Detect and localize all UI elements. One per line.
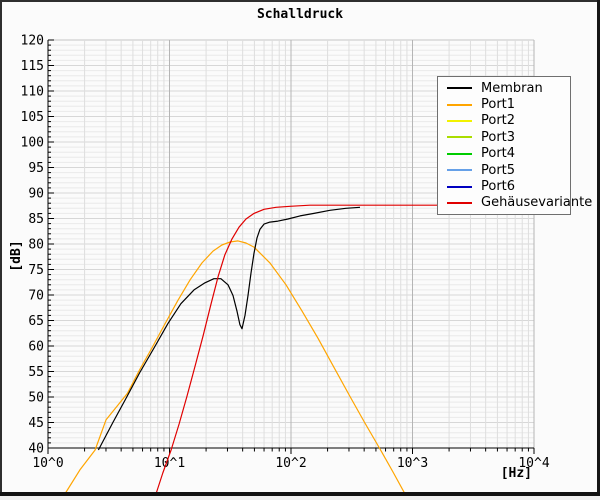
y-tick-label: 95 — [28, 161, 44, 176]
legend-item-membran: Membran — [438, 80, 570, 96]
window-border-top — [0, 0, 600, 2]
legend-label: Port1 — [481, 97, 516, 113]
legend-label: Port3 — [481, 129, 516, 145]
legend-label: Gehäusevariante — [481, 195, 593, 211]
tick-labels: 1201151101051009590858075706560555045401… — [21, 34, 550, 472]
legend-color-line — [447, 87, 472, 90]
window-border-right — [597, 0, 600, 496]
x-tick-label: 10^3 — [397, 456, 428, 471]
legend-color-line — [447, 103, 472, 106]
window-border-left — [0, 0, 2, 496]
y-tick-label: 70 — [28, 289, 44, 304]
legend-label: Membran — [481, 80, 543, 96]
y-tick-label: 100 — [21, 136, 44, 151]
x-tick-label: 10^4 — [518, 456, 549, 471]
y-tick-label: 115 — [21, 59, 44, 74]
curves — [62, 204, 534, 498]
legend-box: Membran Port1 Port2 Port3 Port4 Port5 Port6 Geh… — [437, 76, 592, 216]
legend-item-gehäusevariante: Gehäusevariante — [438, 195, 592, 211]
legend-color-line — [447, 201, 472, 204]
y-tick-label: 120 — [21, 34, 44, 49]
legend-item-port2: Port2 — [438, 113, 570, 129]
y-tick-label: 90 — [28, 187, 44, 202]
legend-label: Port2 — [481, 113, 516, 129]
y-tick-label: 105 — [21, 110, 44, 125]
y-tick-label: 60 — [28, 340, 44, 355]
window-border-under — [0, 496, 600, 500]
x-tick-label: 10^1 — [154, 456, 185, 471]
legend-color-line — [447, 185, 472, 188]
y-tick-label: 75 — [28, 263, 44, 278]
y-tick-label: 40 — [28, 442, 44, 457]
legend-color-line — [447, 119, 472, 122]
y-tick-label: 80 — [28, 238, 44, 253]
legend-label: Port4 — [481, 146, 516, 162]
x-axis-label: [Hz] — [500, 466, 532, 481]
x-tick-label: 10^2 — [275, 456, 306, 471]
y-tick-label: 110 — [21, 85, 44, 100]
gridlines-vertical — [84, 40, 535, 448]
y-tick-label: 50 — [28, 391, 44, 406]
axes — [47, 39, 535, 454]
y-tick-label: 85 — [28, 212, 44, 227]
legend-item-port6: Port6 — [438, 178, 570, 194]
y-tick-label: 55 — [28, 365, 44, 380]
legend-item-port1: Port1 — [438, 96, 570, 112]
chart-title: Schalldruck — [256, 7, 344, 22]
y-axis-label: [dB] — [9, 240, 24, 272]
legend-color-line — [447, 169, 472, 172]
curve-membran — [97, 206, 361, 451]
legend-color-line — [447, 136, 472, 139]
y-tick-label: 65 — [28, 314, 44, 329]
window-border-bottom — [0, 492, 600, 496]
legend-color-line — [447, 152, 472, 155]
legend-label: Port6 — [481, 179, 516, 195]
legend-label: Port5 — [481, 162, 516, 178]
legend-item-port4: Port4 — [438, 146, 570, 162]
legend-item-port3: Port3 — [438, 129, 570, 145]
x-tick-label: 10^0 — [32, 456, 63, 471]
legend-item-port5: Port5 — [438, 162, 570, 178]
curve-gehäusevariante — [154, 204, 534, 498]
y-tick-label: 45 — [28, 416, 44, 431]
